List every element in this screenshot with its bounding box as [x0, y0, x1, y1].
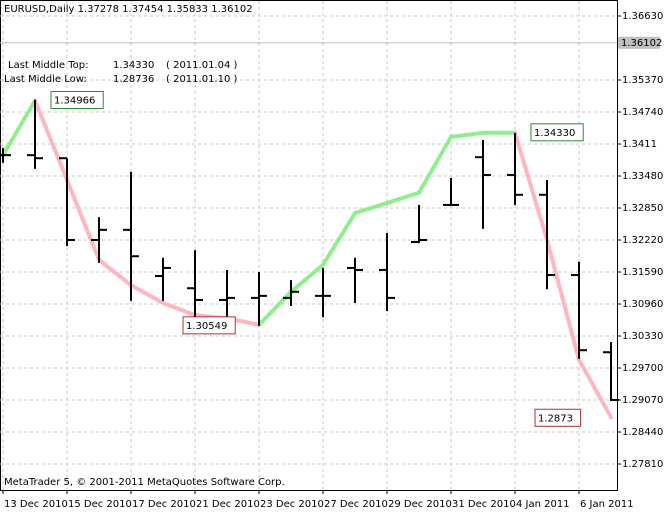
value-label: 1.30549: [186, 321, 227, 332]
info-date: ( 2011.01.10 ): [166, 74, 238, 85]
zigzag-segment: [1, 98, 37, 158]
zigzag-segment: [97, 257, 133, 288]
current-price-box: [618, 36, 660, 49]
zigzag-segment: [513, 130, 549, 242]
y-tick-label: 1.31590: [622, 267, 663, 278]
value-label: 1.34330: [534, 128, 575, 139]
info-label: Last Middle Top:: [8, 60, 88, 71]
x-tick-label: 15 Dec 2010: [68, 499, 132, 510]
info-label: Last Middle Low:: [4, 74, 87, 85]
x-tick-label: 31 Dec 2010: [452, 499, 516, 510]
info-date: ( 2011.01.04 ): [166, 60, 238, 71]
y-tick-label: 1.3411: [622, 139, 657, 150]
y-tick-label: 1.30330: [622, 331, 663, 342]
x-tick-label: 29 Dec 2010: [388, 499, 452, 510]
x-tick-label: 6 Jan 2011: [580, 499, 634, 510]
y-tick-label: 1.33480: [622, 171, 663, 182]
y-tick-label: 1.32220: [622, 235, 663, 246]
chart-title: EURUSD,Daily 1.37278 1.37454 1.35833 1.3…: [4, 4, 253, 15]
plot-frame: [0, 0, 618, 491]
zigzag-segment: [577, 357, 613, 420]
zigzag-segment: [385, 190, 421, 205]
x-tick-label: 17 Dec 2010: [132, 499, 196, 510]
zigzag-segment: [129, 283, 165, 305]
value-label: 1.34966: [54, 96, 95, 107]
value-label: 1.2873: [538, 413, 573, 424]
info-value: 1.28736: [113, 74, 154, 85]
y-tick-label: 1.28440: [622, 427, 663, 438]
y-tick-label: 1.32850: [622, 203, 663, 214]
value-label-box: [182, 316, 236, 335]
zigzag-segment: [33, 98, 69, 183]
y-tick-label: 1.30960: [622, 299, 663, 310]
footer: MetaTrader 5, © 2001-2011 MetaQuotes Sof…: [4, 477, 285, 488]
zigzag-segment: [449, 130, 485, 139]
y-tick-label: 1.34740: [622, 107, 663, 118]
value-label-box: [50, 91, 104, 110]
x-tick-label: 13 Dec 2010: [4, 499, 68, 510]
zigzag-segment: [161, 300, 197, 318]
grid: [0, 1, 617, 490]
y-tick-label: 1.29700: [622, 363, 663, 374]
y-tick-label: 1.29070: [622, 395, 663, 406]
y-tick-label: 1.35370: [622, 75, 663, 86]
x-tick-label: 27 Dec 2010: [324, 499, 388, 510]
x-tick-label: 4 Jan 2011: [516, 499, 570, 510]
marks: [0, 98, 619, 420]
x-tick-label: 21 Dec 2010: [196, 499, 260, 510]
zigzag-segment: [65, 178, 101, 262]
zigzag-segment: [321, 211, 357, 267]
y-tick-label: 1.27810: [622, 459, 663, 470]
info-value: 1.34330: [113, 60, 154, 71]
y-tick-label: 1.36630: [622, 11, 663, 22]
zigzag-segment: [417, 134, 453, 195]
zigzag-segment: [289, 262, 325, 294]
value-label-box: [530, 123, 584, 142]
zigzag-segment: [545, 237, 581, 362]
value-label-box: [534, 408, 582, 427]
x-tick-label: 23 Dec 2010: [260, 499, 324, 510]
zigzag-segment: [353, 200, 389, 216]
current-price-label: 1.36102: [621, 38, 662, 49]
